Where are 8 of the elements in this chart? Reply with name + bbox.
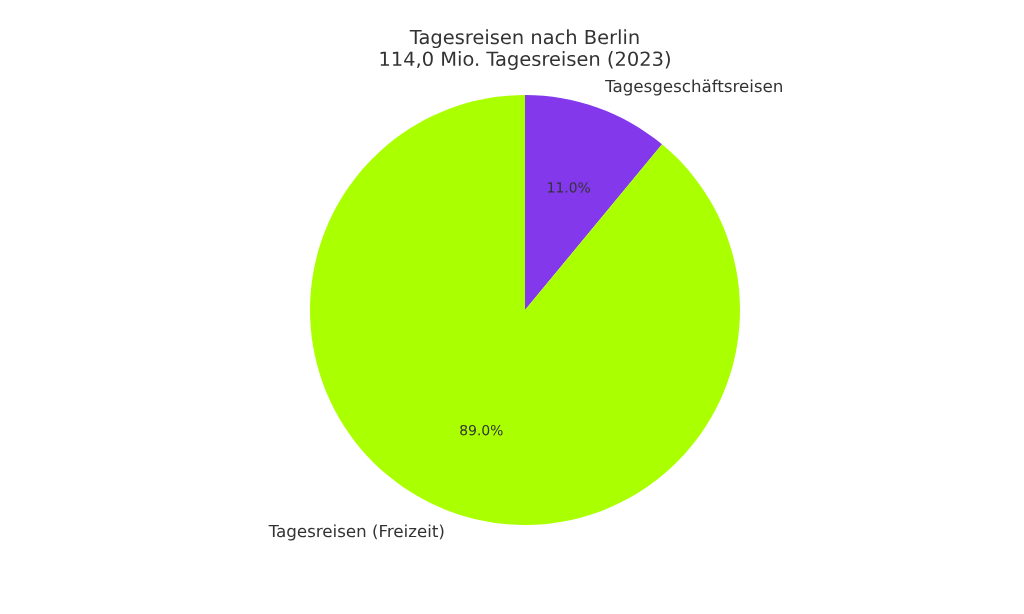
chart-subtitle: 114,0 Mio. Tagesreisen (2023) [380,51,670,70]
slice-label: Tagesreisen (Freizeit) [268,524,444,541]
data-label: 89.0% [460,424,503,436]
chart-title: Tagesreisen nach Berlin [409,29,639,49]
slice-label: Tagesgeschäftsreisen [605,79,782,96]
pie-slice [525,95,663,310]
data-label: 11.0% [548,182,590,193]
pie-slice [310,95,740,525]
